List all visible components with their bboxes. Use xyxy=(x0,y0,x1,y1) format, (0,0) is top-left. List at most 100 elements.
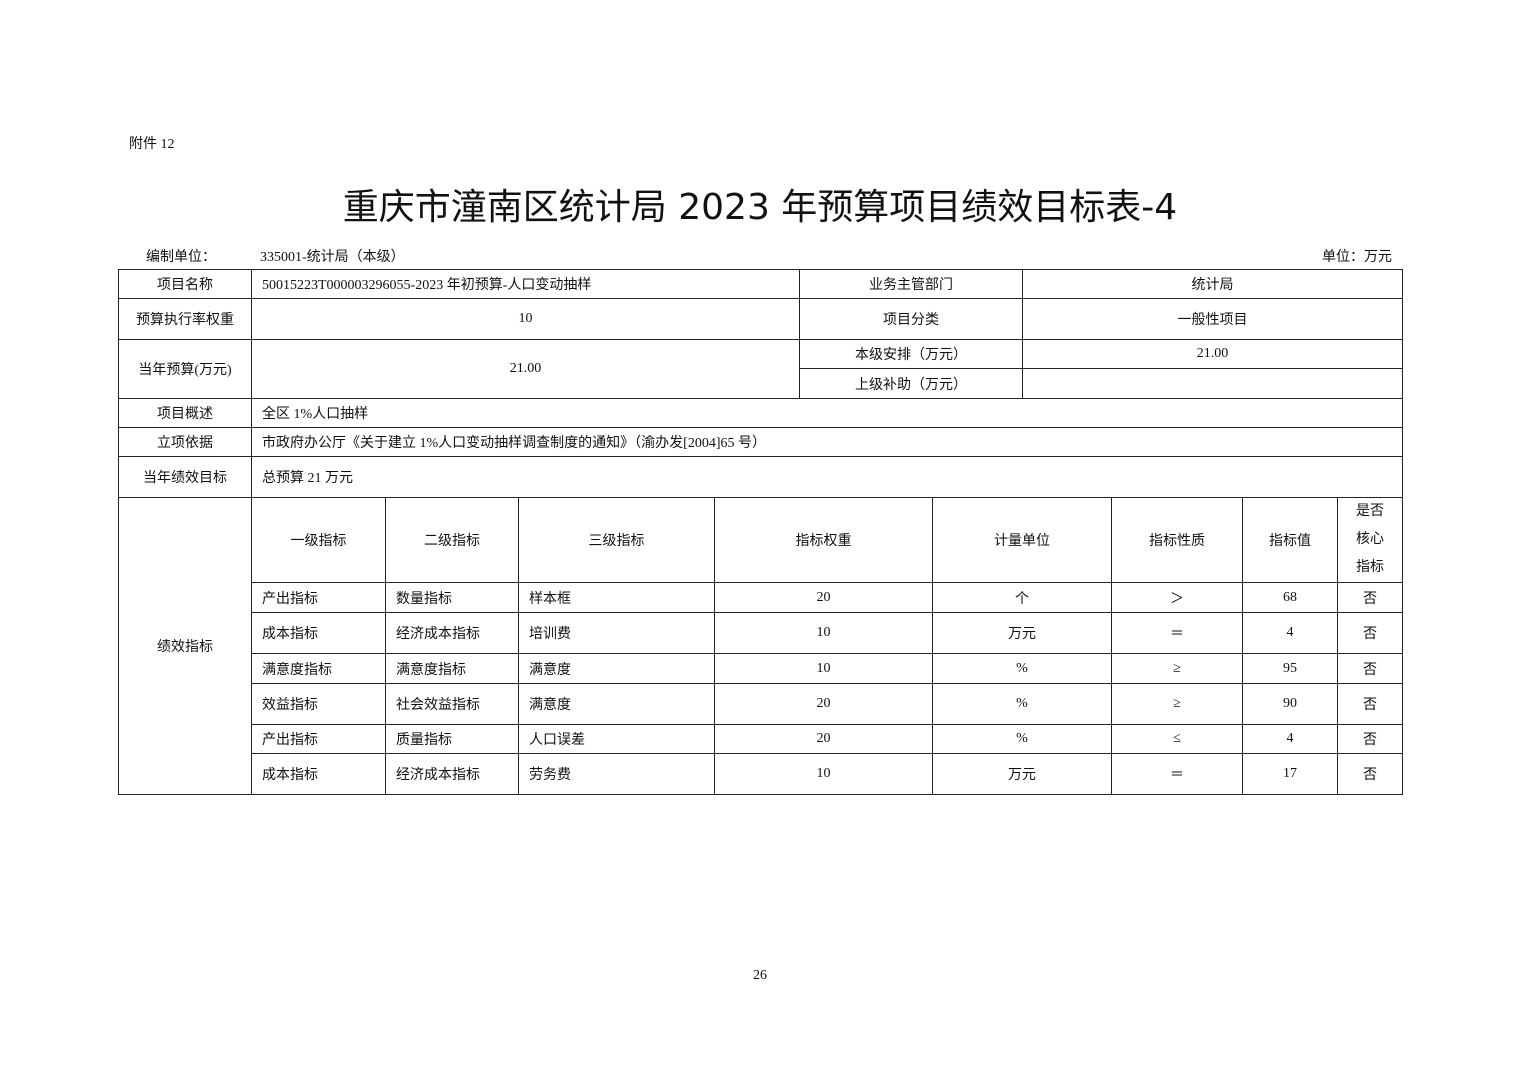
label: 上级补助（万元） xyxy=(799,368,1023,399)
table-cell: 劳务费 xyxy=(518,753,715,795)
value xyxy=(1022,368,1403,399)
label: 立项依据 xyxy=(118,427,252,457)
table-cell: 人口误差 xyxy=(518,724,715,754)
table-cell: 90 xyxy=(1242,683,1338,725)
compiler: 编制单位： 335001-统计局（本级） xyxy=(146,246,405,266)
table-cell: ＝ xyxy=(1111,753,1243,795)
table-row: 当年绩效目标 总预算 21 万元 xyxy=(118,456,1403,498)
table-cell: 满意度指标 xyxy=(251,653,386,684)
section-label: 绩效指标 xyxy=(118,497,252,795)
table-cell: 满意度 xyxy=(518,683,715,725)
value: 统计局 xyxy=(1022,269,1403,299)
table-row: 产出指标 数量指标 样本框 20 个＞ 68 否 xyxy=(119,582,1403,613)
label: 本级安排（万元） xyxy=(799,339,1023,369)
value: 50015223T000003296055-2023 年初预算-人口变动抽样 xyxy=(251,269,800,299)
table-row: 产出指标 质量指标 人口误差 20% ≤4 否 xyxy=(119,724,1403,754)
table-cell: ＞ xyxy=(1111,582,1243,613)
table-cell: 68 xyxy=(1242,582,1338,613)
page-title: 重庆市潼南区统计局 2023 年预算项目绩效目标表-4 xyxy=(342,187,1178,228)
table-cell: 产出指标 xyxy=(251,582,386,613)
column-header: 计量单位 xyxy=(932,497,1112,583)
table-row: 项目概述 全区 1%人口抽样 xyxy=(118,398,1403,428)
table-cell: 否 xyxy=(1337,653,1403,684)
table-row: 立项依据 市政府办公厅《关于建立 1%人口变动抽样调查制度的通知》（渝办发[20… xyxy=(118,427,1403,457)
label: 项目概述 xyxy=(118,398,252,428)
table-cell: 4 xyxy=(1242,724,1338,754)
label: 项目名称 xyxy=(118,269,252,299)
value: 市政府办公厅《关于建立 1%人口变动抽样调查制度的通知》（渝办发[2004]65… xyxy=(251,427,1403,457)
table-cell: 10 xyxy=(714,653,933,684)
column-header: 指标值 xyxy=(1242,497,1338,583)
table-cell: 样本框 xyxy=(518,582,715,613)
page-number: 26 xyxy=(753,968,767,983)
label: 业务主管部门 xyxy=(799,269,1023,299)
value: 总预算 21 万元 xyxy=(251,456,1403,498)
column-header: 指标性质 xyxy=(1111,497,1243,583)
table-cell: 否 xyxy=(1337,582,1403,613)
table-row: 当年预算(万元) 21.00 本级安排（万元） 21.00 xyxy=(118,339,1403,399)
label: 当年绩效目标 xyxy=(118,456,252,498)
table-cell: 效益指标 xyxy=(251,683,386,725)
table-row: 上级补助（万元） xyxy=(119,368,1403,399)
table-row: 项目名称 50015223T000003296055-2023 年初预算-人口变… xyxy=(118,269,1403,299)
table-cell: 经济成本指标 xyxy=(385,612,519,654)
value: 全区 1%人口抽样 xyxy=(251,398,1403,428)
compiler-label: 编制单位： xyxy=(146,250,216,265)
label: 预算执行率权重 xyxy=(118,298,252,340)
label: 当年预算(万元) xyxy=(118,339,252,399)
table-cell: 满意度 xyxy=(518,653,715,684)
table-cell: 成本指标 xyxy=(251,753,386,795)
table-cell: 95 xyxy=(1242,653,1338,684)
table-cell: 20 xyxy=(714,582,933,613)
header-row: 绩效指标 一级指标 二级指标 三级指标 指标权重 计量单位 指标性质 指标值 是否核心指标 xyxy=(118,497,1403,795)
table-cell: 满意度指标 xyxy=(385,653,519,684)
table-cell: 17 xyxy=(1242,753,1338,795)
value: 10 xyxy=(251,298,800,340)
table-cell: % xyxy=(932,724,1112,754)
table-cell: 个 xyxy=(932,582,1112,613)
table-cell: 10 xyxy=(714,753,933,795)
compiler-value: 335001-统计局（本级） xyxy=(260,250,405,265)
table-row: 预算执行率权重 10 项目分类 一般性项目 xyxy=(118,298,1403,340)
label: 项目分类 xyxy=(799,298,1023,340)
table-cell: 万元 xyxy=(932,612,1112,654)
table-cell: 4 xyxy=(1242,612,1338,654)
value: 21.00 xyxy=(251,339,800,399)
table-cell: ≥ xyxy=(1111,683,1243,725)
table-cell: 20 xyxy=(714,724,933,754)
table-cell: ≤ xyxy=(1111,724,1243,754)
column-header: 二级指标 xyxy=(385,497,519,583)
table-cell: 成本指标 xyxy=(251,612,386,654)
table-cell: 经济成本指标 xyxy=(385,753,519,795)
table-cell: ＝ xyxy=(1111,612,1243,654)
table-cell: 质量指标 xyxy=(385,724,519,754)
table-cell: 10 xyxy=(714,612,933,654)
table-cell: 否 xyxy=(1337,753,1403,795)
column-header: 是否核心指标 xyxy=(1337,497,1403,583)
table-cell: % xyxy=(932,683,1112,725)
table-cell: % xyxy=(932,653,1112,684)
table-cell: 数量指标 xyxy=(385,582,519,613)
table-row: 效益指标 社会效益指标 满意度 20% ≥90 否 xyxy=(119,683,1403,725)
indicators-table: 绩效指标 一级指标 二级指标 三级指标 指标权重 计量单位 指标性质 指标值 是否核心指标 产出指… xyxy=(118,497,1403,795)
table-cell: 万元 xyxy=(932,753,1112,795)
attachment-label: 附件 12 xyxy=(129,137,175,152)
table-cell: 社会效益指标 xyxy=(385,683,519,725)
value: 21.00 xyxy=(1022,339,1403,369)
table-cell: 否 xyxy=(1337,724,1403,754)
table-row: 成本指标 经济成本指标 劳务费 10 万元＝ 17 否 xyxy=(119,753,1403,795)
unit-label: 单位：万元 xyxy=(1322,250,1392,265)
table-row: 满意度指标 满意度指标 满意度 10% ≥95 否 xyxy=(119,653,1403,684)
column-header: 一级指标 xyxy=(251,497,386,583)
project-info-table: 项目名称 50015223T000003296055-2023 年初预算-人口变… xyxy=(118,269,1403,498)
table-cell: 20 xyxy=(714,683,933,725)
table-cell: 产出指标 xyxy=(251,724,386,754)
table-cell: 否 xyxy=(1337,612,1403,654)
table-cell: 否 xyxy=(1337,683,1403,725)
table-row: 成本指标 经济成本指标 培训费 10 万元＝ 4 否 xyxy=(119,612,1403,654)
column-header: 指标权重 xyxy=(714,497,933,583)
value: 一般性项目 xyxy=(1022,298,1403,340)
table-cell: 培训费 xyxy=(518,612,715,654)
column-header: 三级指标 xyxy=(518,497,715,583)
table-cell: ≥ xyxy=(1111,653,1243,684)
